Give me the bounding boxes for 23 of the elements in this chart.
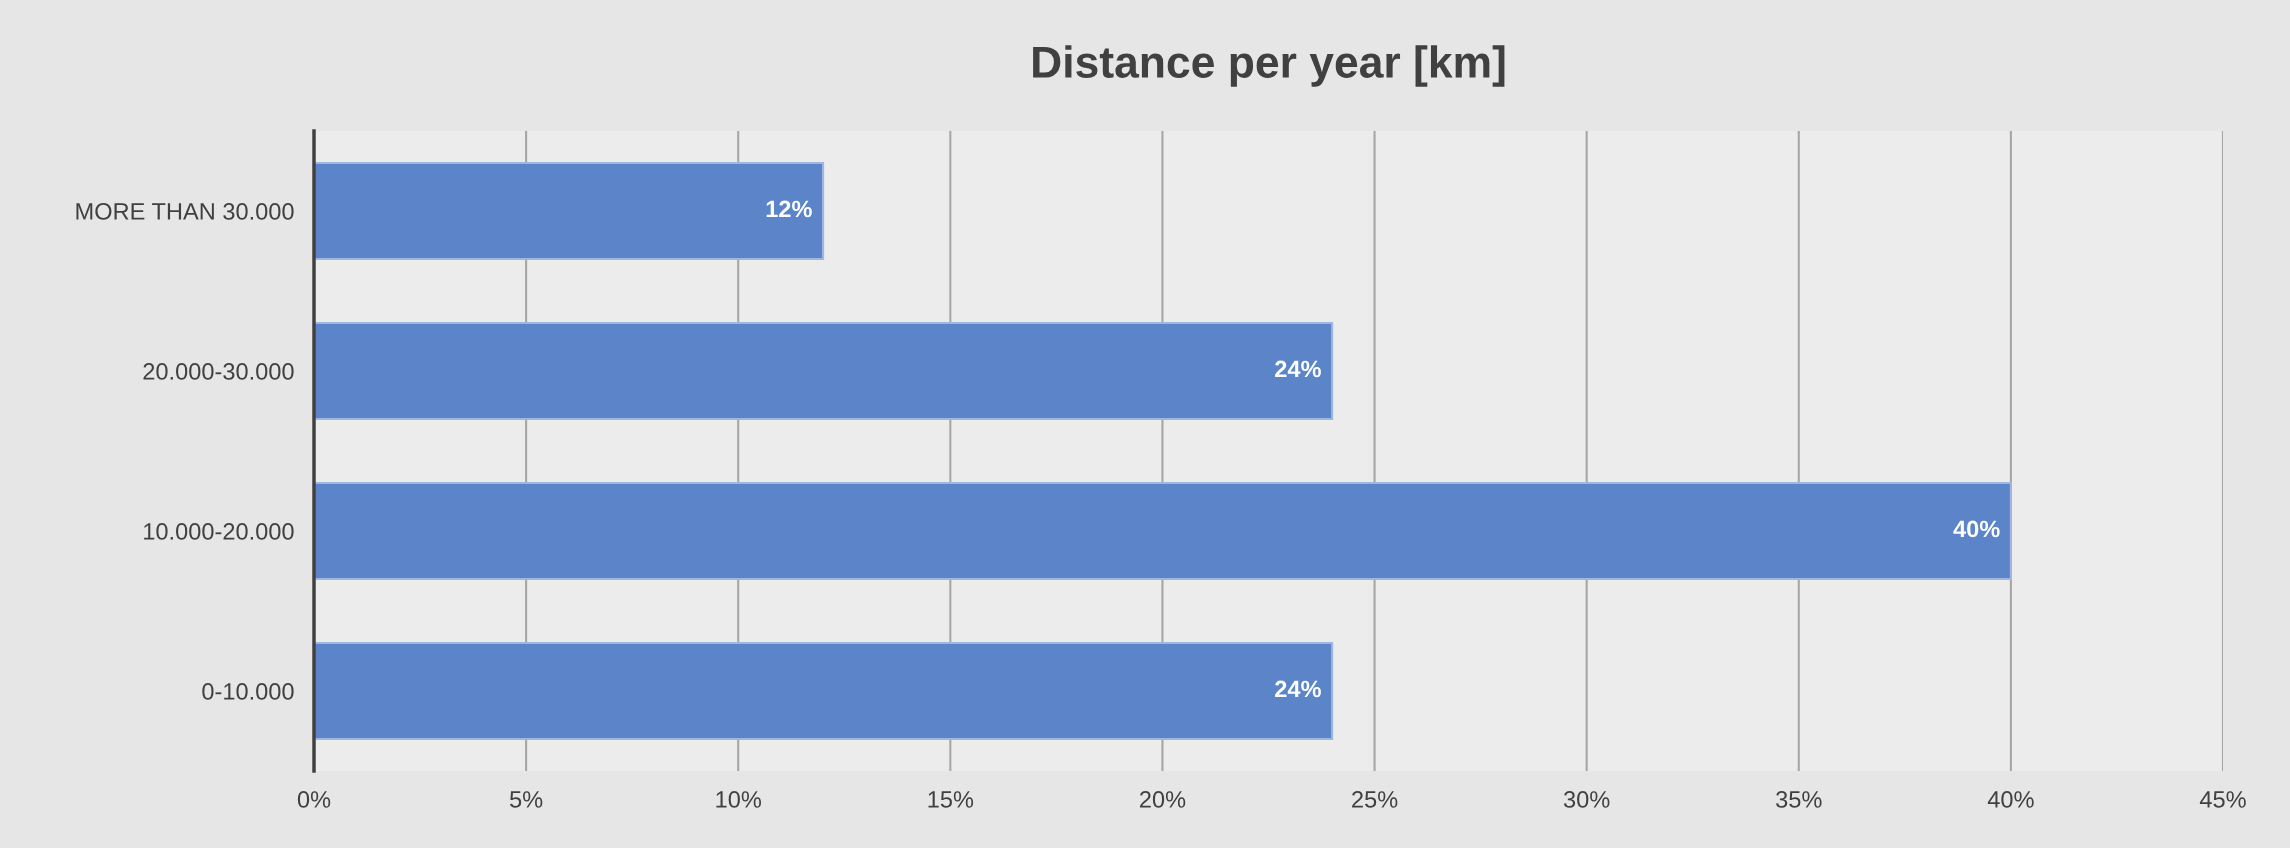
x-tick-label: 20% — [1140, 791, 1186, 808]
y-tick-label: MORE THAN 30.000 — [76, 203, 294, 220]
y-tick-label: 20.000-30.000 — [143, 363, 294, 380]
data-label: 40% — [1953, 520, 2000, 538]
y-tick-label: 10.000-20.000 — [144, 523, 294, 540]
x-tick-label: 40% — [1987, 791, 2034, 808]
bar — [314, 321, 1334, 421]
chart-title: Distance per year [km] — [1033, 45, 1505, 87]
x-tick-label: 5% — [509, 791, 543, 808]
bar — [314, 481, 2012, 581]
bar — [314, 641, 1334, 741]
y-tick-label: 0-10.000 — [202, 683, 294, 700]
bar — [314, 161, 825, 261]
x-tick-label: 35% — [1776, 791, 1822, 808]
data-label: 12% — [766, 200, 812, 218]
x-tick-label: 10% — [716, 791, 762, 808]
x-tick-label: 30% — [1563, 791, 1610, 808]
x-tick-label: 15% — [928, 791, 974, 808]
x-tick-label: 45% — [2199, 791, 2246, 808]
x-tick-label: 0% — [297, 791, 331, 808]
data-label: 24% — [1275, 360, 1321, 378]
x-tick-label: 25% — [1352, 791, 1398, 808]
data-label: 24% — [1275, 680, 1321, 698]
